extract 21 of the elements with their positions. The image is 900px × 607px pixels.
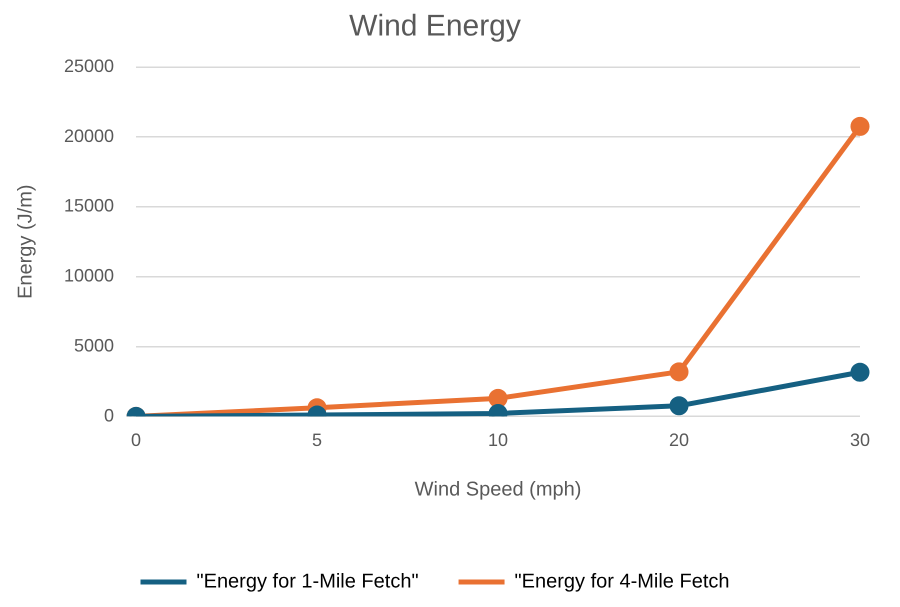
y-tick-label: 15000 xyxy=(64,196,114,216)
chart-title: Wind Energy xyxy=(349,9,521,42)
point xyxy=(670,362,689,382)
legend-label: "Energy for 4-Mile Fetch xyxy=(514,570,730,593)
y-tick-label: 20000 xyxy=(64,126,114,146)
y-axis-title: Energy (J/m) xyxy=(14,184,37,299)
y-tick-label: 10000 xyxy=(64,266,114,286)
y-tick-label: 5000 xyxy=(74,335,114,356)
point xyxy=(850,116,870,136)
x-tick-label: 10 xyxy=(488,430,508,450)
x-tick-label: 20 xyxy=(669,430,690,450)
y-tick-label: 25000 xyxy=(64,56,114,76)
x-tick-label: 5 xyxy=(312,430,322,450)
y-tick-label: 0 xyxy=(104,405,114,426)
point xyxy=(850,362,870,382)
x-tick-label: 0 xyxy=(131,430,142,450)
legend-label: "Energy for 1-Mile Fetch" xyxy=(196,570,419,593)
x-axis-title: Wind Speed (mph) xyxy=(414,478,582,501)
point xyxy=(670,396,689,416)
x-tick-label: 30 xyxy=(850,430,870,450)
point xyxy=(488,388,508,408)
